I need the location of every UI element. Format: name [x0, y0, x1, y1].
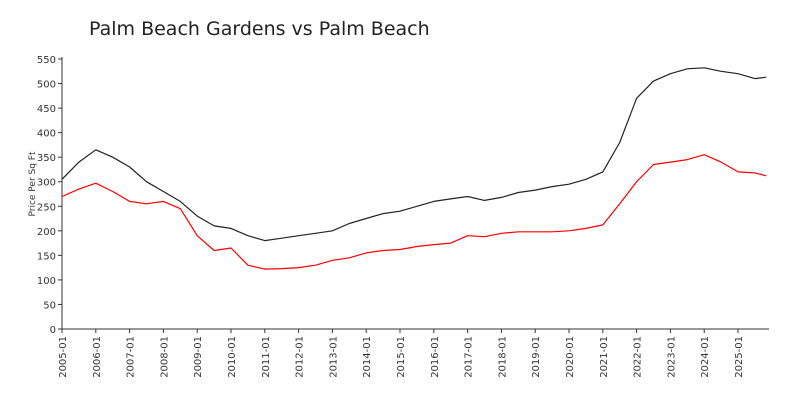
x-tick-label: 2007-01 — [126, 336, 137, 378]
y-tick-label: 400 — [37, 129, 56, 140]
x-tick-label: 2023-01 — [666, 336, 677, 378]
x-tick-label: 2019-01 — [531, 336, 542, 378]
x-tick-label: 2013-01 — [328, 336, 339, 378]
chart-title: Palm Beach Gardens vs Palm Beach — [89, 18, 430, 40]
x-tick-label: 2017-01 — [464, 336, 475, 378]
y-tick-label: 550 — [37, 55, 56, 66]
x-tick-label: 2009-01 — [193, 336, 204, 378]
x-tick-label: 2011-01 — [261, 336, 272, 378]
x-tick-label: 2025-01 — [734, 336, 745, 378]
series-line-2 — [61, 154, 767, 270]
y-tick-label: 300 — [37, 178, 56, 189]
x-tick-label: 2010-01 — [227, 336, 238, 378]
x-tick-label: 2005-01 — [58, 336, 69, 378]
x-tick-label: 2021-01 — [599, 336, 610, 378]
x-tick-label: 2022-01 — [633, 336, 644, 378]
x-tick-label: 2015-01 — [396, 336, 407, 378]
y-tick-label: 250 — [37, 202, 56, 213]
y-tick-label: 150 — [37, 251, 56, 262]
x-tick-label: 2006-01 — [92, 336, 103, 378]
y-tick-label: 500 — [37, 80, 56, 91]
x-tick-label: 2014-01 — [362, 336, 373, 378]
series-layer — [61, 67, 767, 270]
y-axis-label: Price Per Sq Ft — [28, 151, 38, 216]
x-tick-label: 2024-01 — [700, 336, 711, 378]
axes: 0 50 100 150 200 250 300 350 400 450 500 550 2005-01… — [28, 55, 769, 378]
x-tick-label: 2018-01 — [497, 336, 508, 378]
y-tick-label: 200 — [37, 227, 56, 238]
series-line-1 — [61, 67, 767, 242]
x-tick-label: 2020-01 — [565, 336, 576, 378]
y-tick-label: 450 — [37, 104, 56, 115]
x-tick-label: 2012-01 — [295, 336, 306, 378]
x-tick-label: 2016-01 — [430, 336, 441, 378]
y-tick-label: 50 — [43, 300, 56, 311]
x-tick-label: 2008-01 — [159, 336, 170, 378]
y-tick-label: 350 — [37, 153, 56, 164]
y-tick-label: 100 — [37, 276, 56, 287]
y-tick-label: 0 — [50, 325, 56, 336]
